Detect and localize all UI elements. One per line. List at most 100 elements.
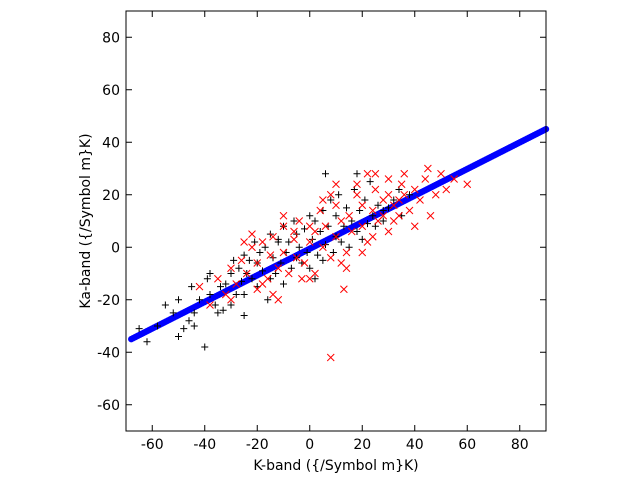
data-point-x: [266, 251, 275, 259]
data-point-plus: [379, 217, 387, 225]
data-point-x: [321, 222, 330, 231]
data-point-plus: [311, 217, 319, 225]
fit-line-layer: [128, 125, 550, 343]
y-tick-label: 60: [102, 83, 120, 99]
data-point-x: [290, 227, 298, 236]
x-tick-label: 60: [458, 437, 476, 453]
data-point-plus: [390, 196, 398, 204]
data-point-x: [463, 180, 472, 189]
data-point-x: [332, 232, 340, 241]
data-point-x: [319, 196, 327, 204]
data-point-plus: [319, 256, 327, 264]
y-tick-label: -60: [97, 398, 120, 414]
data-point-plus: [143, 338, 151, 346]
data-point-x: [437, 169, 445, 178]
x-axis-title: K-band ({/Symbol m}K): [253, 458, 418, 474]
data-point-x: [424, 164, 432, 173]
data-point-x: [295, 217, 304, 225]
data-point-plus: [256, 249, 264, 256]
data-point-x: [384, 175, 393, 183]
data-point-plus: [369, 212, 377, 220]
data-point-x: [227, 264, 235, 273]
data-point-x: [342, 264, 351, 273]
data-point-plus: [211, 301, 219, 309]
data-point-x: [279, 222, 288, 231]
data-point-x: [342, 248, 351, 257]
data-point-x: [379, 211, 388, 220]
data-point-plus: [190, 322, 198, 330]
data-point-plus: [311, 275, 319, 283]
y-tick-label: 20: [102, 188, 120, 204]
data-point-plus: [180, 325, 188, 333]
y-tick-label: -40: [97, 345, 120, 361]
x-ticks: -60 -40 -20 0 20 40 60 80: [141, 11, 529, 453]
data-point-plus: [219, 306, 227, 314]
data-point-plus: [322, 170, 329, 178]
data-point-plus: [343, 204, 350, 212]
data-point-plus: [264, 296, 272, 304]
data-point-x: [353, 190, 361, 199]
data-point-x: [237, 256, 246, 265]
data-point-plus: [203, 275, 211, 283]
data-point-x: [298, 274, 306, 283]
data-point-x: [248, 230, 256, 238]
x-tick-label: 20: [353, 437, 371, 453]
data-point-x: [353, 180, 361, 189]
data-point-plus: [280, 280, 287, 288]
data-point-x: [326, 353, 335, 362]
data-point-x: [450, 175, 458, 183]
data-point-plus: [185, 317, 193, 325]
data-point-x: [332, 201, 340, 210]
x-tick-label: 0: [305, 437, 314, 453]
data-point-plus: [406, 191, 413, 199]
data-point-x: [305, 222, 314, 231]
data-point-x: [384, 227, 393, 236]
data-point-x: [332, 180, 340, 189]
data-point-x: [305, 238, 314, 246]
data-point-plus: [353, 228, 361, 235]
data-point-plus: [196, 296, 203, 304]
data-point-plus: [303, 249, 311, 256]
data-point-x: [347, 227, 356, 236]
x-tick-label: -60: [141, 437, 164, 453]
data-point-plus: [327, 196, 335, 204]
data-point-plus: [201, 343, 209, 351]
data-point-x: [248, 243, 256, 252]
data-point-x: [300, 259, 309, 267]
data-point-x: [326, 190, 335, 199]
data-point-plus: [353, 170, 361, 178]
data-point-x: [195, 282, 204, 291]
data-point-plus: [188, 283, 196, 291]
plot-background: [126, 11, 546, 431]
data-point-x: [358, 248, 367, 257]
data-point-x: [274, 295, 283, 304]
data-point-x: [397, 180, 406, 189]
x-tick-label: 80: [511, 437, 529, 453]
data-point-plus: [366, 178, 374, 186]
data-point-x: [371, 169, 380, 178]
data-point-x: [253, 259, 262, 267]
data-point-x: [410, 222, 419, 231]
data-point-x: [389, 217, 398, 225]
data-point-x: [242, 269, 251, 278]
data-point-x: [227, 295, 235, 304]
data-point-x: [405, 206, 414, 215]
axes-frame-layer: [125, 10, 547, 432]
data-point-x: [368, 206, 377, 215]
data-point-plus: [274, 238, 282, 246]
y-tick-label: 80: [102, 30, 120, 46]
x-tick-label: -20: [246, 437, 269, 453]
data-point-plus: [214, 309, 222, 317]
data-point-x: [337, 217, 346, 225]
data-point-plus: [227, 270, 235, 277]
data-point-plus: [332, 212, 340, 220]
x-tick-label: 40: [406, 437, 424, 453]
data-point-x: [279, 248, 288, 257]
data-point-x: [442, 185, 451, 194]
data-point-x: [316, 206, 325, 215]
data-point-x: [326, 253, 335, 262]
data-point-plus: [232, 291, 240, 298]
data-point-plus: [230, 256, 238, 264]
data-point-plus: [245, 256, 253, 264]
